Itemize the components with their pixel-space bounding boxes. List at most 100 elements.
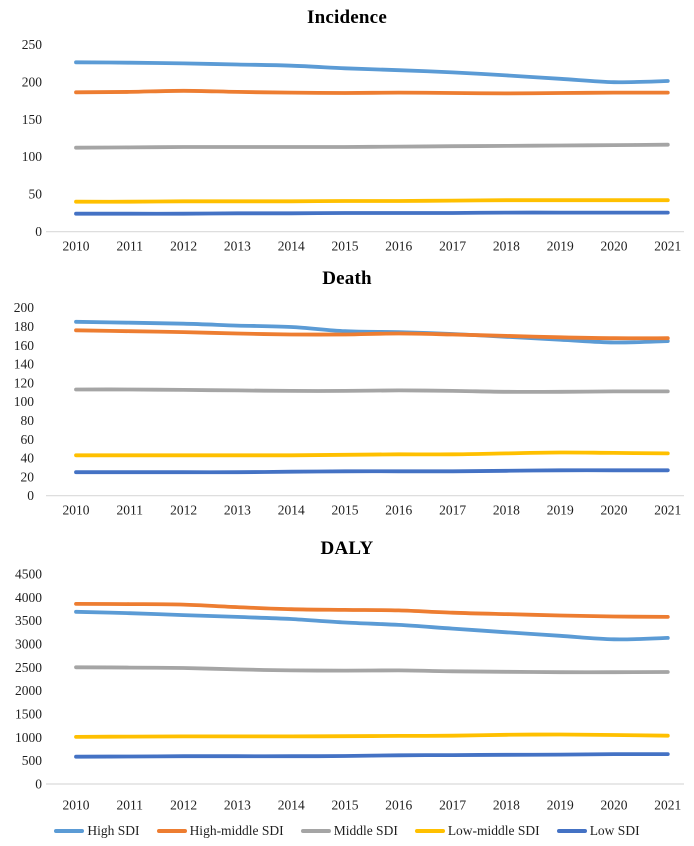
y-tick-label: 500 xyxy=(22,753,43,768)
y-tick-label: 0 xyxy=(35,777,42,792)
series-line-low-sdi xyxy=(74,752,670,759)
x-tick-label: 2011 xyxy=(117,239,144,254)
legend-label: High SDI xyxy=(87,822,140,838)
y-tick-label: 0 xyxy=(27,488,34,503)
x-tick-label: 2019 xyxy=(547,503,574,518)
y-tick-label: 3500 xyxy=(15,613,42,628)
y-tick-label: 4000 xyxy=(15,590,42,605)
y-tick-label: 100 xyxy=(14,394,35,409)
legend-label: Middle SDI xyxy=(333,822,398,838)
x-tick-label: 2013 xyxy=(224,503,251,518)
legend-item-low-middle-sdi: Low-middle SDI xyxy=(414,822,540,839)
x-tick-label: 2018 xyxy=(493,239,520,254)
legend-label: Low-middle SDI xyxy=(447,822,540,838)
y-tick-label: 120 xyxy=(14,375,35,390)
series-line-middle-sdi xyxy=(74,142,670,150)
y-tick-label: 200 xyxy=(14,300,35,315)
incidence-chart: Incidence 0 50 100 150 200 250 2010 2011 2012 201… xyxy=(0,0,694,256)
legend-swatch-high-sdi xyxy=(54,828,85,833)
y-tick-label: 180 xyxy=(14,319,35,334)
legend-swatch-middle-sdi xyxy=(300,828,331,833)
series-line-low-middle-sdi xyxy=(74,450,670,458)
daly-chart: DALY 0 500 1000 1500 2000 2500 3000 3500 4000 450… xyxy=(0,520,694,815)
series-line-high-middle-sdi xyxy=(74,602,670,619)
legend-item-high-middle-sdi: High-middle SDI xyxy=(156,822,284,839)
death-chart-title: Death xyxy=(322,268,372,289)
x-tick-label: 2014 xyxy=(278,239,305,254)
daly-chart-title: DALY xyxy=(320,538,374,559)
x-tick-label: 2015 xyxy=(332,503,359,518)
x-tick-label: 2017 xyxy=(439,798,466,813)
series-line-middle-sdi xyxy=(74,387,670,394)
y-tick-label: 80 xyxy=(21,413,35,428)
series-line-low-middle-sdi xyxy=(74,732,670,739)
x-tick-label: 2011 xyxy=(117,798,144,813)
y-tick-label: 20 xyxy=(21,469,35,484)
series-line-low-middle-sdi xyxy=(74,198,670,204)
y-tick-label: 40 xyxy=(21,451,35,466)
y-tick-label: 160 xyxy=(14,338,35,353)
y-tick-label: 0 xyxy=(35,224,42,239)
series-line-high-middle-sdi xyxy=(74,88,670,96)
x-tick-label: 2012 xyxy=(170,798,197,813)
y-tick-label: 2500 xyxy=(15,660,42,675)
series-line-high-sdi xyxy=(74,319,670,345)
x-tick-label: 2013 xyxy=(224,798,251,813)
x-tick-label: 2014 xyxy=(278,798,305,813)
x-tick-label: 2011 xyxy=(117,503,144,518)
y-tick-label: 200 xyxy=(22,74,43,89)
y-tick-label: 60 xyxy=(21,432,35,447)
series-line-high-middle-sdi xyxy=(74,328,670,341)
series-line-middle-sdi xyxy=(74,665,670,675)
incidence-chart-canvas: 0 50 100 150 200 250 2010 2011 2012 2013 2014 2015 2… xyxy=(22,37,684,254)
y-tick-label: 1500 xyxy=(15,707,42,722)
x-tick-label: 2021 xyxy=(654,503,681,518)
x-tick-label: 2021 xyxy=(654,239,681,254)
x-tick-label: 2020 xyxy=(601,798,628,813)
x-tick-label: 2017 xyxy=(439,503,466,518)
legend-item-high-sdi: High SDI xyxy=(54,822,140,839)
legend-label: Low SDI xyxy=(589,822,640,838)
y-tick-label: 3000 xyxy=(15,637,42,652)
chart-legend: High SDI High-middle SDI Middle SDI Low-mid… xyxy=(0,815,694,846)
y-tick-label: 1000 xyxy=(15,730,42,745)
legend-item-low-sdi: Low SDI xyxy=(556,822,640,839)
death-chart-canvas: 0 20 40 60 80 100 120 140 160 180 200 2010 2011 2012 2… xyxy=(14,300,684,518)
x-tick-label: 2016 xyxy=(385,239,412,254)
x-tick-label: 2020 xyxy=(601,503,628,518)
x-tick-label: 2012 xyxy=(170,239,197,254)
x-tick-label: 2010 xyxy=(63,503,90,518)
x-tick-label: 2021 xyxy=(654,798,681,813)
x-tick-label: 2013 xyxy=(224,239,251,254)
series-line-high-sdi xyxy=(74,60,670,85)
y-tick-label: 150 xyxy=(22,112,43,127)
x-tick-label: 2018 xyxy=(493,798,520,813)
y-tick-label: 250 xyxy=(22,37,43,52)
legend-swatch-low-middle-sdi xyxy=(414,828,445,833)
series-line-low-sdi xyxy=(74,468,670,475)
y-tick-label: 4500 xyxy=(15,567,42,582)
death-chart: Death 0 20 40 60 80 100 120 140 160 180 200 2010 201… xyxy=(0,256,694,520)
legend-label: High-middle SDI xyxy=(189,822,284,838)
x-tick-label: 2016 xyxy=(385,503,412,518)
series-line-low-sdi xyxy=(74,210,670,216)
y-tick-label: 140 xyxy=(14,357,35,372)
y-tick-label: 2000 xyxy=(15,683,42,698)
x-tick-label: 2015 xyxy=(332,239,359,254)
legend-swatch-high-middle-sdi xyxy=(156,828,187,833)
x-tick-label: 2020 xyxy=(601,239,628,254)
x-tick-label: 2010 xyxy=(63,239,90,254)
x-tick-label: 2015 xyxy=(332,798,359,813)
incidence-chart-title: Incidence xyxy=(307,7,387,28)
x-tick-label: 2016 xyxy=(385,798,412,813)
daly-chart-canvas: 0 500 1000 1500 2000 2500 3000 3500 4000 4500 2010… xyxy=(15,567,684,813)
x-tick-label: 2014 xyxy=(278,503,305,518)
x-tick-label: 2010 xyxy=(63,798,90,813)
x-tick-label: 2012 xyxy=(170,503,197,518)
x-tick-label: 2019 xyxy=(547,798,574,813)
legend-item-middle-sdi: Middle SDI xyxy=(300,822,398,839)
legend-swatch-low-sdi xyxy=(556,828,587,833)
series-line-high-sdi xyxy=(74,609,670,642)
x-tick-label: 2017 xyxy=(439,239,466,254)
